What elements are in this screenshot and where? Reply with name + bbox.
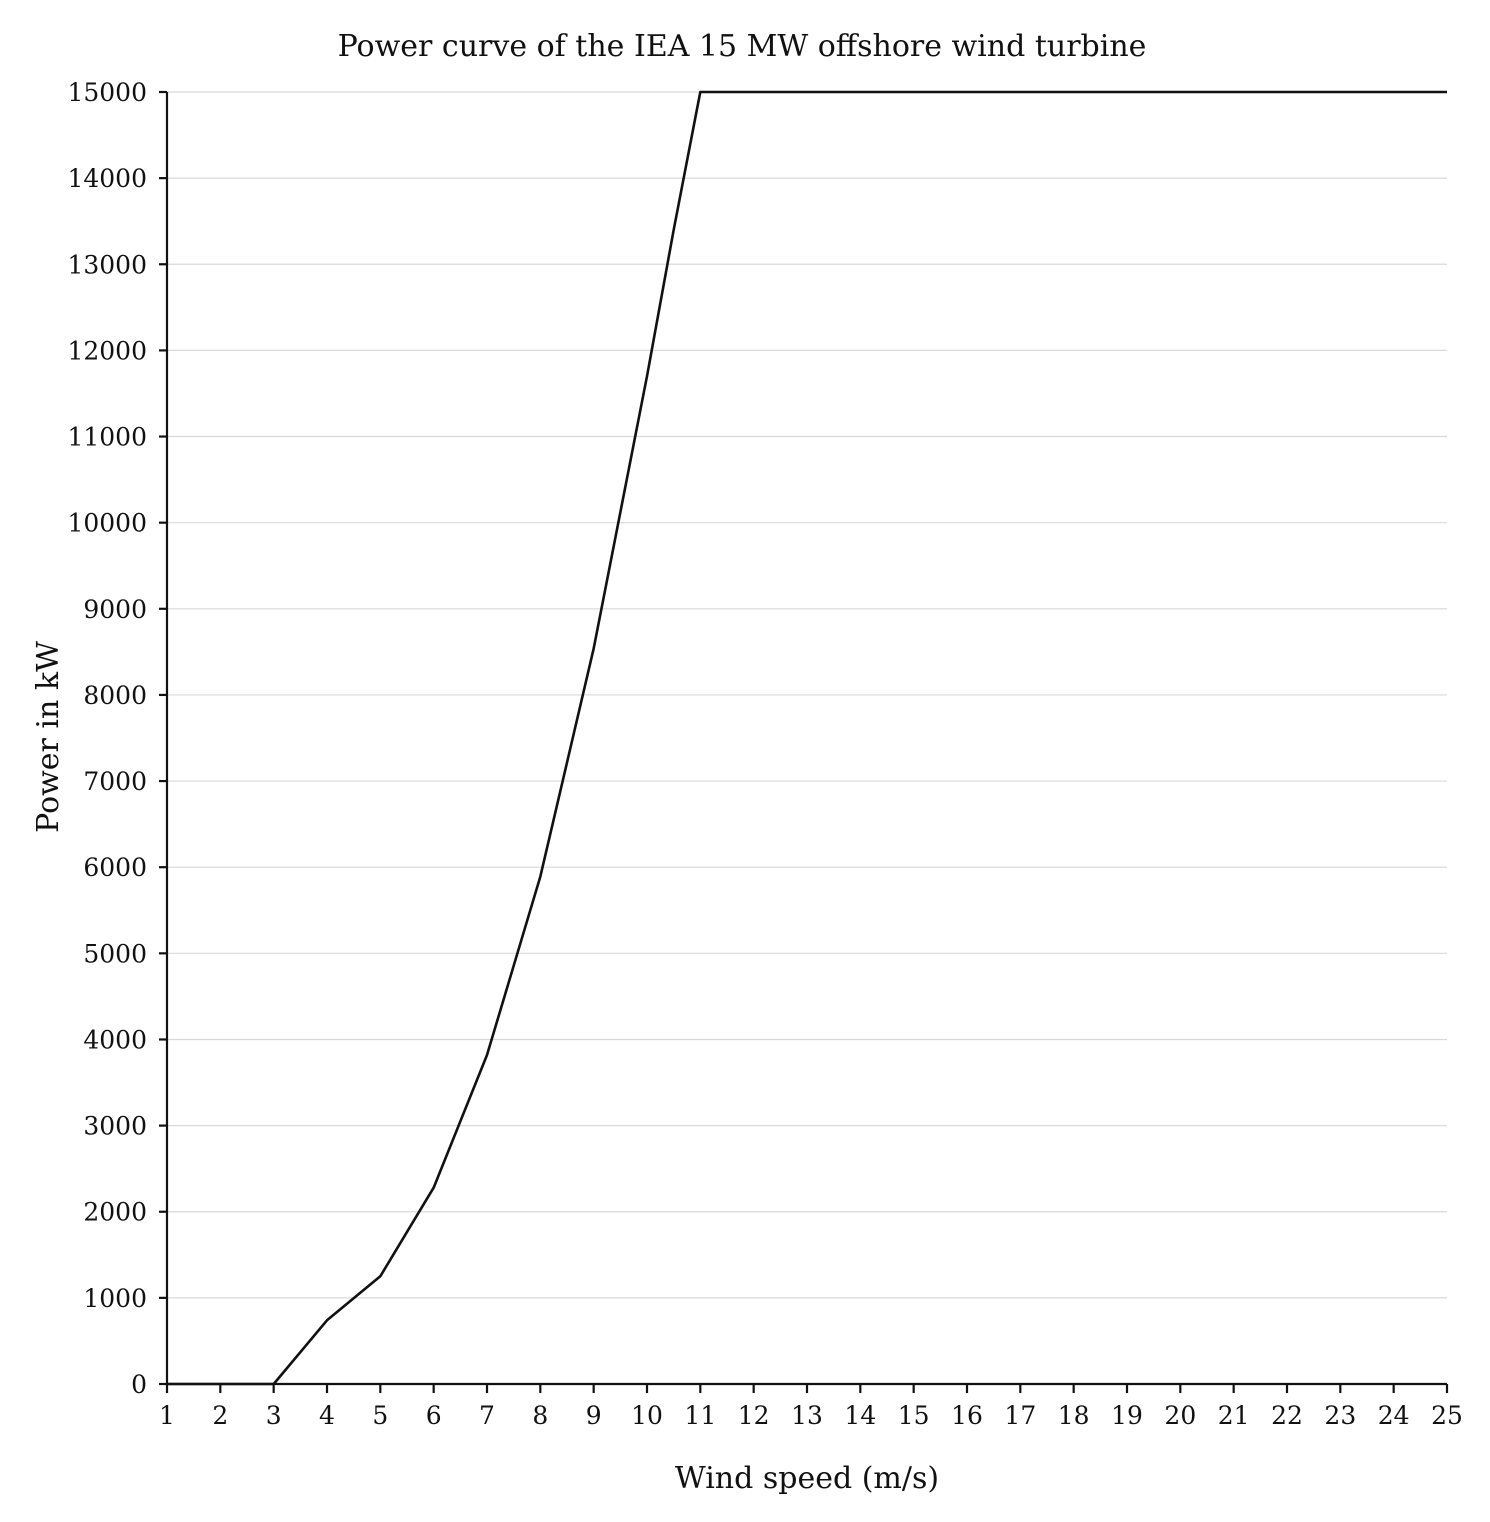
x-tick-label: 5 bbox=[372, 1401, 388, 1430]
chart-title: Power curve of the IEA 15 MW offshore wi… bbox=[338, 29, 1147, 64]
y-tick-label: 6000 bbox=[83, 853, 147, 882]
y-tick-label: 9000 bbox=[83, 595, 147, 624]
x-tick-label: 17 bbox=[1004, 1401, 1036, 1430]
y-tick-label: 3000 bbox=[83, 1112, 147, 1141]
x-axis-label: Wind speed (m/s) bbox=[675, 1461, 939, 1496]
power-curve-line bbox=[167, 90, 1447, 1386]
x-tick-label: 2 bbox=[212, 1401, 228, 1430]
x-tick-label: 22 bbox=[1271, 1401, 1303, 1430]
y-tick-label: 1000 bbox=[83, 1284, 147, 1313]
y-tick-label: 7000 bbox=[83, 767, 147, 796]
x-tick-label: 1 bbox=[159, 1401, 175, 1430]
y-tick-label: 15000 bbox=[67, 78, 147, 107]
y-tick-label: 4000 bbox=[83, 1025, 147, 1054]
x-tick-label: 13 bbox=[791, 1401, 823, 1430]
x-tick-label: 12 bbox=[738, 1401, 770, 1430]
x-tick-label: 4 bbox=[319, 1401, 335, 1430]
x-tick-label: 21 bbox=[1218, 1401, 1250, 1430]
x-tick-label: 14 bbox=[844, 1401, 876, 1430]
axes bbox=[165, 92, 1447, 1386]
y-tick-label: 10000 bbox=[67, 509, 147, 538]
x-tick-label: 20 bbox=[1164, 1401, 1196, 1430]
y-tick-label: 11000 bbox=[67, 423, 147, 452]
x-tick-label: 7 bbox=[479, 1401, 495, 1430]
x-tick-label: 10 bbox=[631, 1401, 663, 1430]
x-tick-label: 25 bbox=[1431, 1401, 1463, 1430]
y-tick-label: 2000 bbox=[83, 1198, 147, 1227]
x-tick-label: 11 bbox=[684, 1401, 716, 1430]
x-tick-label: 23 bbox=[1324, 1401, 1356, 1430]
series-layer bbox=[167, 90, 1447, 1386]
y-tick-label: 12000 bbox=[67, 336, 147, 365]
x-tick-label: 16 bbox=[951, 1401, 983, 1430]
y-tick-label: 14000 bbox=[67, 164, 147, 193]
y-tick-label: 13000 bbox=[67, 250, 147, 279]
ticks: 0 1000 2000 3000 4000 5000 6000 7000 8000 9000 100… bbox=[67, 78, 1462, 1430]
x-tick-label: 15 bbox=[898, 1401, 930, 1430]
x-tick-label: 24 bbox=[1378, 1401, 1410, 1430]
x-tick-label: 3 bbox=[266, 1401, 282, 1430]
y-tick-label: 0 bbox=[131, 1370, 147, 1399]
x-tick-label: 6 bbox=[426, 1401, 442, 1430]
x-tick-label: 19 bbox=[1111, 1401, 1143, 1430]
y-tick-label: 8000 bbox=[83, 681, 147, 710]
x-tick-label: 9 bbox=[586, 1401, 602, 1430]
x-tick-label: 8 bbox=[532, 1401, 548, 1430]
x-tick-label: 18 bbox=[1058, 1401, 1090, 1430]
gridlines bbox=[167, 91, 1447, 1299]
y-tick-label: 5000 bbox=[83, 939, 147, 968]
y-axis-label: Power in kW bbox=[31, 641, 66, 833]
